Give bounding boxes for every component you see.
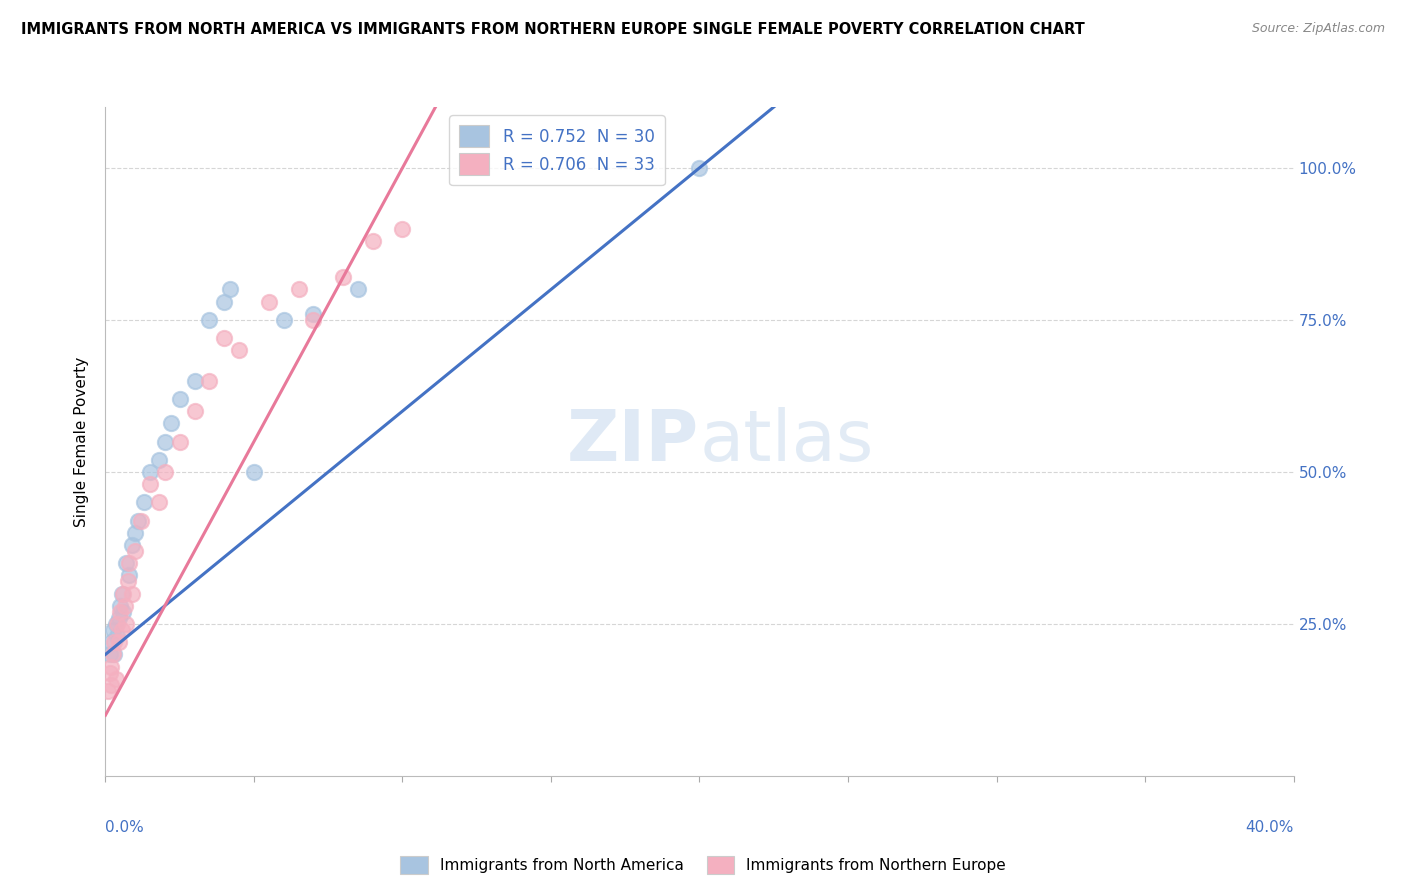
Point [110, 599, 132, 613]
Point [100, 659, 122, 673]
Point [198, 374, 221, 388]
Point [115, 617, 138, 632]
Point [153, 465, 176, 479]
Point [391, 221, 413, 235]
Point [148, 452, 170, 467]
Point [98, 665, 121, 680]
Point [111, 586, 134, 600]
Legend: R = 0.752  N = 30, R = 0.706  N = 33: R = 0.752 N = 30, R = 0.706 N = 33 [450, 115, 665, 185]
Point [219, 283, 242, 297]
Point [127, 514, 149, 528]
Text: IMMIGRANTS FROM NORTH AMERICA VS IMMIGRANTS FROM NORTHERN EUROPE SINGLE FEMALE P: IMMIGRANTS FROM NORTH AMERICA VS IMMIGRA… [21, 22, 1085, 37]
Point [104, 617, 127, 632]
Point [101, 648, 124, 662]
Point [112, 605, 135, 619]
Point [332, 270, 354, 285]
Point [118, 556, 141, 570]
Point [114, 599, 136, 613]
Text: ZIP: ZIP [567, 407, 700, 476]
Point [104, 672, 127, 686]
Point [100, 635, 122, 649]
Text: Source: ZipAtlas.com: Source: ZipAtlas.com [1251, 22, 1385, 36]
Legend: Immigrants from North America, Immigrants from Northern Europe: Immigrants from North America, Immigrant… [394, 850, 1012, 880]
Point [169, 392, 191, 406]
Point [214, 294, 236, 309]
Point [273, 313, 295, 327]
Point [302, 307, 325, 321]
Point [118, 568, 141, 582]
Point [108, 611, 131, 625]
Point [101, 623, 124, 637]
Point [148, 495, 170, 509]
Point [183, 374, 205, 388]
Point [257, 294, 280, 309]
Point [121, 586, 143, 600]
Point [347, 283, 370, 297]
Point [689, 161, 711, 175]
Point [159, 417, 181, 431]
Point [105, 617, 128, 632]
Point [111, 623, 134, 637]
Text: 40.0%: 40.0% [1246, 821, 1294, 835]
Point [287, 283, 309, 297]
Point [124, 525, 146, 540]
Point [169, 434, 191, 449]
Point [108, 635, 131, 649]
Text: atlas: atlas [700, 407, 875, 476]
Point [243, 465, 266, 479]
Point [214, 331, 236, 345]
Point [129, 514, 152, 528]
Point [103, 635, 125, 649]
Point [183, 404, 205, 418]
Point [124, 544, 146, 558]
Point [121, 538, 143, 552]
Point [115, 556, 138, 570]
Point [132, 495, 155, 509]
Point [139, 465, 162, 479]
Point [361, 234, 384, 248]
Point [153, 434, 176, 449]
Point [117, 574, 139, 589]
Point [110, 605, 132, 619]
Point [302, 313, 325, 327]
Text: 0.0%: 0.0% [105, 821, 145, 835]
Point [100, 678, 122, 692]
Point [112, 586, 135, 600]
Y-axis label: Single Female Poverty: Single Female Poverty [75, 357, 90, 526]
Point [228, 343, 250, 358]
Point [103, 648, 125, 662]
Point [105, 629, 128, 643]
Point [139, 477, 162, 491]
Point [198, 313, 221, 327]
Point [97, 684, 120, 698]
Point [98, 648, 121, 662]
